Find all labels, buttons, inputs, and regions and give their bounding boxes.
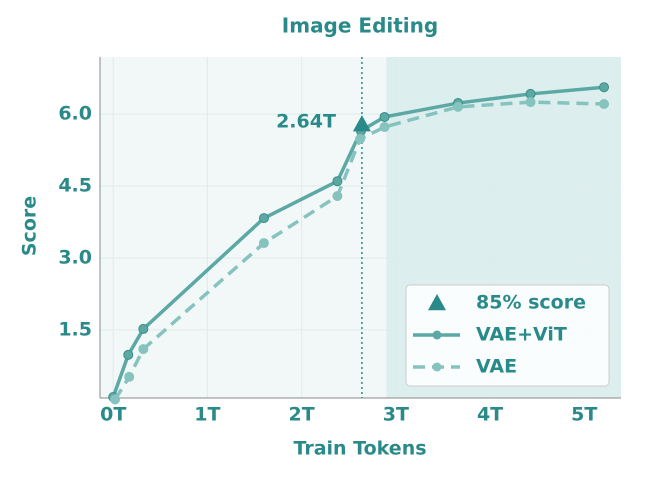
x-tick-label: 3T [383,404,409,426]
y-tick-label: 6.0 [58,103,92,125]
legend-symbol [432,362,442,372]
legend-label: VAE [476,356,517,378]
legend-label: VAE+ViT [476,324,567,346]
series-line [111,85,605,398]
data-point [525,97,536,108]
data-point [453,101,464,112]
legend-label: 85% score [476,292,586,314]
legend-symbol [432,330,442,340]
data-point [124,371,135,382]
data-point [258,238,269,249]
legend-symbol [428,294,446,311]
data-point [138,323,149,334]
data-point [258,213,269,224]
y-tick-label: 1.5 [58,318,92,340]
chart-title: Image Editing [282,14,438,38]
data-point [379,122,390,133]
x-tick-label: 2T [289,404,315,426]
data-point [599,82,610,93]
x-tick-label: 5T [571,404,597,426]
y-tick-label: 3.0 [58,246,92,268]
x-axis-label: Train Tokens [293,438,426,460]
data-point [123,349,134,360]
data-point [138,344,149,355]
legend-box [405,284,610,387]
data-point [355,134,366,145]
marker [352,115,371,132]
data-point [332,176,343,187]
annotation: 2.64T [276,111,336,133]
data-point [525,88,536,99]
data-point [332,191,343,202]
y-tick-label: 4.5 [58,175,92,197]
x-tick-label: 0T [100,404,126,426]
data-point [110,394,121,405]
data-point [599,99,610,110]
x-tick-label: 1T [194,404,220,426]
y-axis-label: Score [19,196,41,256]
data-point [379,111,390,122]
series-line [113,100,605,401]
x-tick-label: 4T [477,404,503,426]
